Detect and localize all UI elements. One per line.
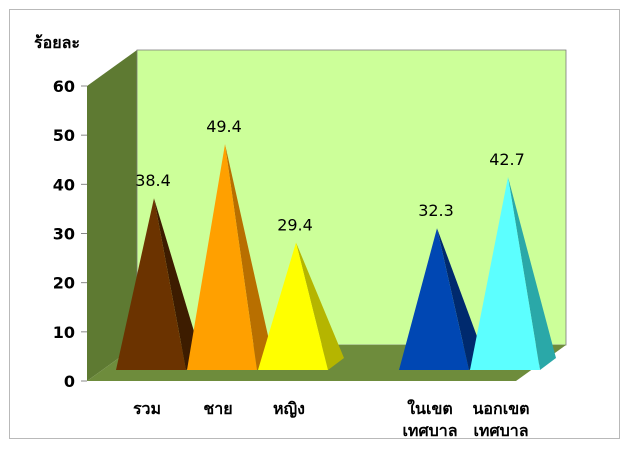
category-label: หญิง [273,399,305,419]
pyramid-front-face [258,242,328,370]
pyramid-bar [116,198,202,370]
bar-series: 38.4 49.4 29.4 32.3 42.7 [116,117,556,370]
pyramid-bar [187,144,273,370]
pyramid-front-face [470,177,540,370]
chart-frame: 0 10 20 30 40 50 60 ร้อยละ 38.4 49.4 29.4 32.3 42.… [9,9,620,440]
chart-side-wall [87,50,137,381]
category-label: ในเขต [407,399,453,418]
pyramid-front-face [116,198,186,370]
pyramid-side-face [225,144,273,370]
pyramid-bar-chart: 0 10 20 30 40 50 60 ร้อยละ 38.4 49.4 29.4 32.3 42.… [34,33,567,440]
pyramid-bar [399,228,485,370]
y-axis: 0 10 20 30 40 50 60 [53,77,87,391]
data-label: 32.3 [418,201,454,220]
pyramid-bar [258,242,344,370]
pyramid-side-face [508,177,556,370]
pyramid-bar [470,177,556,370]
category-label: เทศบาล [402,421,457,440]
pyramid-side-face [154,198,202,370]
data-label: 49.4 [206,117,242,136]
data-label: 38.4 [135,171,171,190]
y-tick-label: 30 [53,225,75,244]
y-tick-label: 20 [53,274,75,293]
pyramid-front-face [399,228,469,370]
data-label: 29.4 [277,215,313,234]
pyramid-side-face [296,242,344,370]
pyramid-front-face [187,144,257,370]
category-label: ชาย [203,399,232,418]
category-label: นอกเขต [472,399,529,418]
y-tick-label: 60 [53,77,75,96]
y-axis-label: ร้อยละ [34,33,80,52]
y-tick-label: 0 [64,372,75,391]
y-tick-label: 40 [53,175,75,194]
category-label: รวม [133,399,161,418]
category-label: เทศบาล [473,421,528,440]
y-tick-label: 50 [53,126,75,145]
y-tick-label: 10 [53,323,75,342]
data-label: 42.7 [489,150,525,169]
pyramid-side-face [437,228,485,370]
